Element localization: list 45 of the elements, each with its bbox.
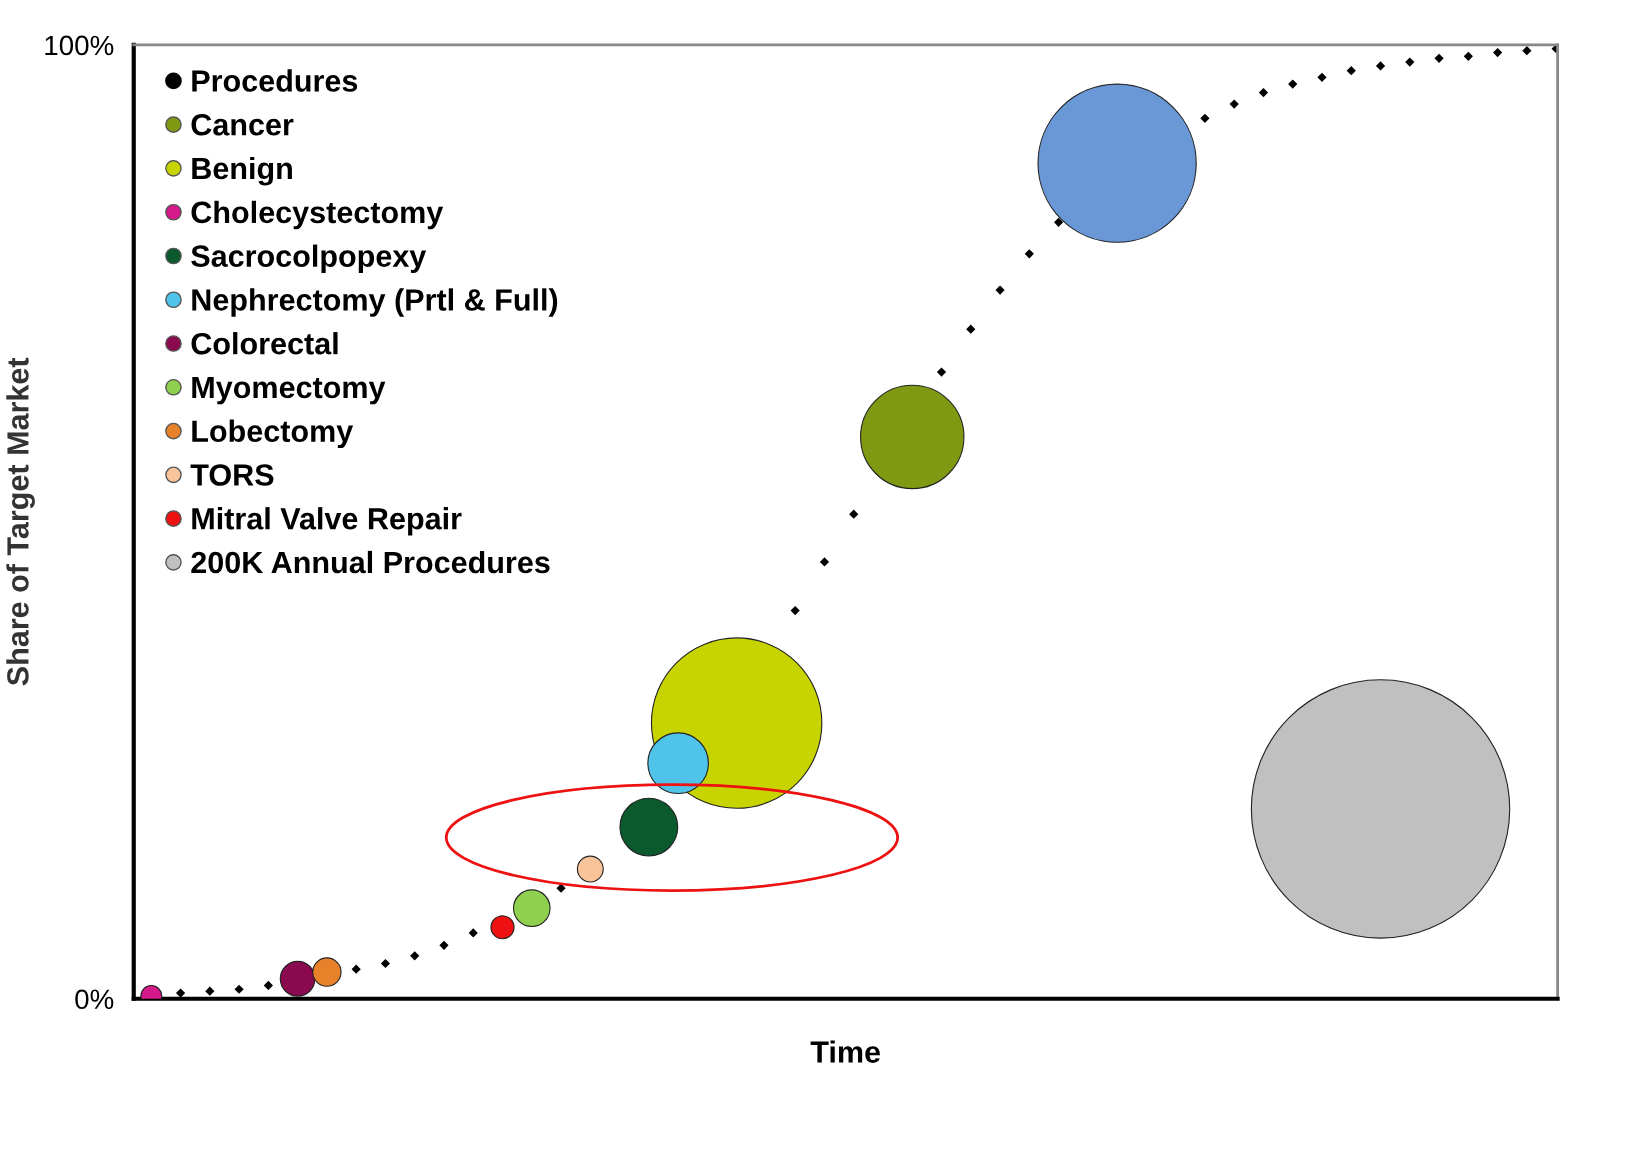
point	[819, 557, 830, 567]
point	[263, 980, 273, 991]
point	[175, 988, 186, 998]
legend-label: Mitral Valve Repair	[192, 507, 462, 536]
point	[380, 958, 391, 969]
x-axis-title: Time	[810, 1040, 881, 1063]
point	[1463, 51, 1473, 61]
point	[468, 928, 478, 938]
point	[1258, 88, 1269, 98]
point	[1522, 46, 1532, 56]
legend-label: Benign	[192, 156, 292, 186]
point	[1200, 113, 1210, 123]
y-axis-title: Share of Target Market	[6, 357, 35, 686]
y-tick-label: 0%	[75, 989, 114, 1010]
legend-label: Nephrectomy (Prtl & Full)	[192, 288, 558, 317]
point	[1493, 47, 1503, 58]
point	[995, 285, 1005, 295]
point	[936, 367, 947, 377]
point	[439, 940, 449, 950]
point	[410, 951, 420, 961]
point	[790, 605, 800, 616]
legend-label: Cholecystectomy	[191, 200, 444, 230]
point	[1229, 99, 1239, 109]
legend-label: Cancer	[191, 113, 294, 136]
legend-label: Procedures	[192, 69, 358, 92]
legend-label: Lobectomy	[192, 419, 354, 449]
point	[1053, 217, 1064, 227]
point	[1405, 57, 1415, 67]
legend-label: Colorectal	[191, 332, 338, 355]
legend-label: 200K Annual Procedures	[191, 550, 550, 574]
point	[1434, 53, 1444, 63]
point	[966, 324, 976, 334]
point	[351, 964, 361, 974]
point	[205, 986, 215, 996]
point	[1317, 72, 1327, 82]
legend-label: Myomectomy	[192, 376, 386, 405]
point	[1375, 61, 1386, 71]
point	[1288, 79, 1298, 89]
point	[849, 509, 859, 519]
point	[234, 984, 244, 994]
y-tick-label: 100%	[45, 35, 114, 56]
point	[1346, 66, 1356, 76]
legend-label: TORS	[190, 464, 274, 486]
point	[1024, 249, 1034, 259]
legend-label: Sacrocolpopexy	[191, 244, 427, 274]
